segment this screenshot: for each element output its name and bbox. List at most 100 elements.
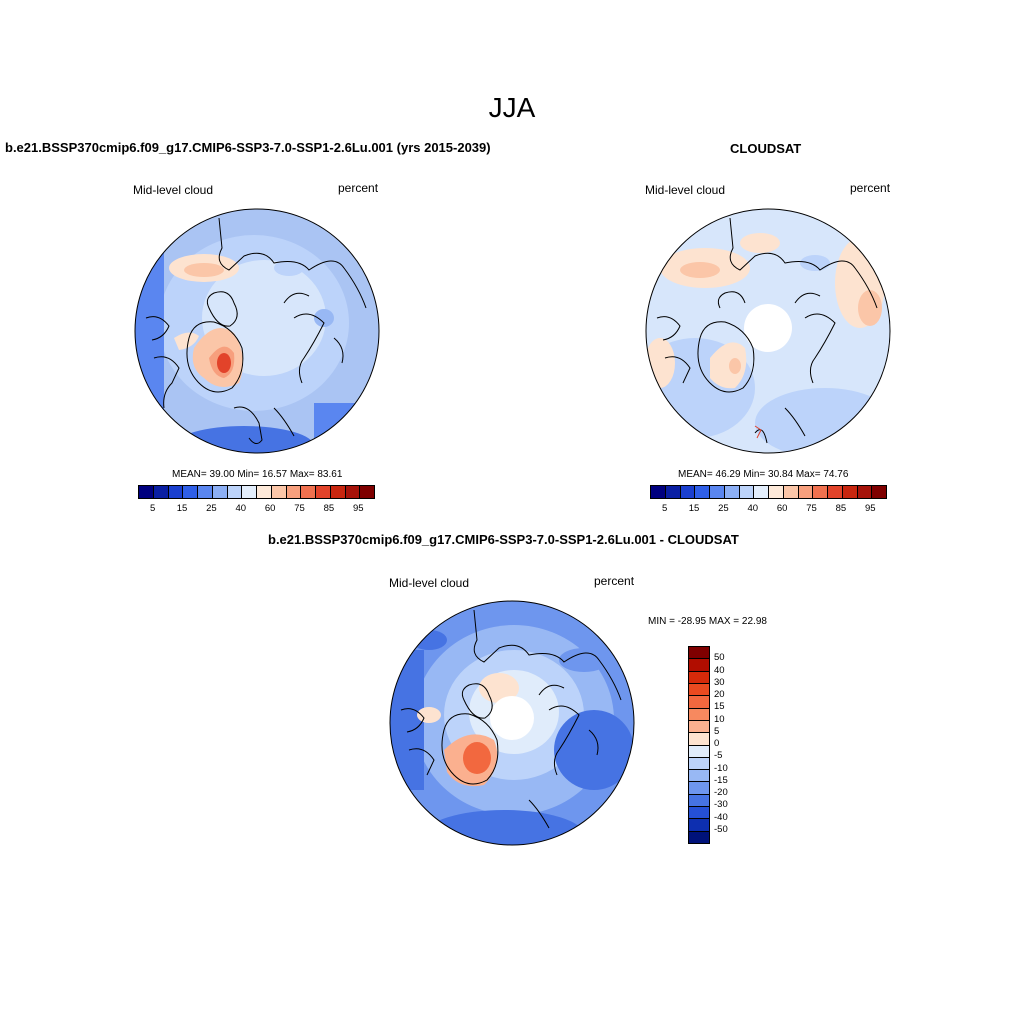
- colorbar-swatch: [360, 486, 374, 498]
- colorbar-swatch: [689, 819, 709, 832]
- colorbar-swatch: [689, 696, 709, 709]
- colorbar-swatch: [665, 486, 681, 498]
- panel1-title: b.e21.BSSP370cmip6.f09_g17.CMIP6-SSP3-7.…: [5, 140, 491, 155]
- colorbar-tick-label: 85: [323, 503, 335, 514]
- colorbar-tick-label: -5: [714, 750, 723, 762]
- panel1-polar-map: [134, 208, 380, 454]
- colorbar-swatch: [754, 486, 769, 498]
- colorbar-swatch: [316, 486, 331, 498]
- colorbar-tick-label: 75: [806, 503, 817, 514]
- panel1-units-label: percent: [338, 181, 379, 195]
- colorbar-swatch: [689, 683, 709, 697]
- colorbar-swatch: [345, 486, 361, 498]
- colorbar-tick-label: 40: [747, 503, 759, 514]
- colorbar-swatch: [872, 486, 886, 498]
- colorbar-tick-label: -40: [714, 811, 728, 823]
- colorbar-swatch: [783, 486, 799, 498]
- colorbar-tick-label: 0: [714, 738, 720, 749]
- colorbar-swatch: [813, 486, 828, 498]
- colorbar-tick-label: 20: [714, 689, 725, 700]
- colorbar-swatch: [857, 486, 873, 498]
- colorbar-swatch: [168, 486, 184, 498]
- colorbar-tick-label: 40: [714, 664, 725, 676]
- colorbar-swatch: [689, 770, 709, 783]
- colorbar-swatch: [689, 794, 709, 808]
- colorbar-tick-label: -30: [714, 799, 728, 811]
- colorbar-tick-label: 30: [714, 676, 725, 688]
- panel2-colorbar-ticks: 5 15 25 40 60 75 85 95: [650, 503, 885, 517]
- panel2-colorbar: [650, 485, 887, 499]
- colorbar-tick-label: 5: [662, 503, 668, 514]
- colorbar-tick-label: 95: [353, 503, 364, 514]
- panel3-units-label: percent: [594, 574, 635, 588]
- panel3-colorbar-ticks: 50 40 30 20 15 10 5 0 -5 -10 -15 -20 -30 -40 -50: [688, 646, 748, 842]
- colorbar-swatch: [198, 486, 213, 498]
- colorbar-tick-label: 50: [714, 652, 725, 664]
- colorbar-tick-label: 95: [865, 503, 876, 514]
- panel3-colorbar: [688, 646, 710, 844]
- colorbar-swatch: [689, 733, 709, 746]
- colorbar-tick-label: 60: [776, 503, 788, 514]
- colorbar-tick-label: 15: [714, 701, 725, 713]
- colorbar-swatch: [689, 782, 709, 795]
- colorbar-swatch: [271, 486, 287, 498]
- colorbar-tick-label: -15: [714, 774, 728, 786]
- panel3-stats: MIN = -28.95 MAX = 22.98: [648, 616, 767, 627]
- colorbar-swatch: [739, 486, 755, 498]
- colorbar-swatch: [689, 745, 709, 758]
- colorbar-swatch: [689, 671, 709, 684]
- colorbar-tick-label: 15: [176, 503, 188, 514]
- panel2-title: CLOUDSAT: [730, 141, 802, 156]
- colorbar-swatch: [695, 486, 710, 498]
- colorbar-swatch: [769, 486, 784, 498]
- panel2-variable-label: Mid-level cloud: [645, 183, 726, 197]
- colorbar-swatch: [183, 486, 198, 498]
- panel3-title: b.e21.BSSP370cmip6.f09_g17.CMIP6-SSP3-7.…: [268, 532, 739, 547]
- colorbar-swatch: [257, 486, 272, 498]
- colorbar-swatch: [212, 486, 228, 498]
- colorbar-swatch: [689, 720, 709, 734]
- colorbar-swatch: [689, 757, 709, 771]
- colorbar-tick-label: 85: [835, 503, 847, 514]
- colorbar-swatch: [242, 486, 257, 498]
- colorbar-swatch: [842, 486, 858, 498]
- colorbar-tick-label: -20: [714, 787, 728, 798]
- colorbar-tick-label: -10: [714, 762, 728, 774]
- colorbar-tick-label: 5: [714, 725, 720, 737]
- colorbar-swatch: [828, 486, 843, 498]
- panel1-colorbar-ticks: 5 15 25 40 60 75 85 95: [138, 503, 373, 517]
- panel1-colorbar: [138, 485, 375, 499]
- panel3-variable-label: Mid-level cloud: [389, 576, 470, 590]
- colorbar-tick-label: -50: [714, 823, 728, 835]
- colorbar-swatch: [680, 486, 696, 498]
- colorbar-swatch: [724, 486, 740, 498]
- colorbar-tick-label: 60: [264, 503, 276, 514]
- colorbar-tick-label: 25: [206, 503, 217, 514]
- colorbar-tick-label: 25: [718, 503, 729, 514]
- panel2-polar-map: [645, 208, 891, 454]
- panel2-stats: MEAN= 46.29 Min= 30.84 Max= 74.76: [678, 469, 849, 480]
- colorbar-tick-label: 5: [150, 503, 156, 514]
- colorbar-swatch: [330, 486, 346, 498]
- colorbar-swatch: [689, 647, 709, 660]
- colorbar-swatch: [798, 486, 814, 498]
- colorbar-tick-label: 75: [294, 503, 305, 514]
- colorbar-swatch: [689, 708, 709, 721]
- panel1-stats: MEAN= 39.00 Min= 16.57 Max= 83.61: [172, 469, 343, 480]
- colorbar-swatch: [286, 486, 302, 498]
- colorbar-swatch: [227, 486, 243, 498]
- season-title: JJA: [488, 92, 536, 123]
- colorbar-swatch: [301, 486, 316, 498]
- panel3-polar-map: [389, 600, 635, 846]
- colorbar-swatch: [153, 486, 169, 498]
- colorbar-tick-label: 15: [688, 503, 700, 514]
- colorbar-swatch: [689, 831, 709, 843]
- colorbar-swatch: [710, 486, 725, 498]
- panel2-units-label: percent: [850, 181, 891, 195]
- panel1-variable-label: Mid-level cloud: [133, 183, 214, 197]
- colorbar-tick-label: 40: [235, 503, 247, 514]
- colorbar-swatch: [139, 486, 154, 498]
- colorbar-swatch: [689, 659, 709, 672]
- colorbar-swatch: [689, 807, 709, 820]
- colorbar-tick-label: 10: [714, 713, 725, 725]
